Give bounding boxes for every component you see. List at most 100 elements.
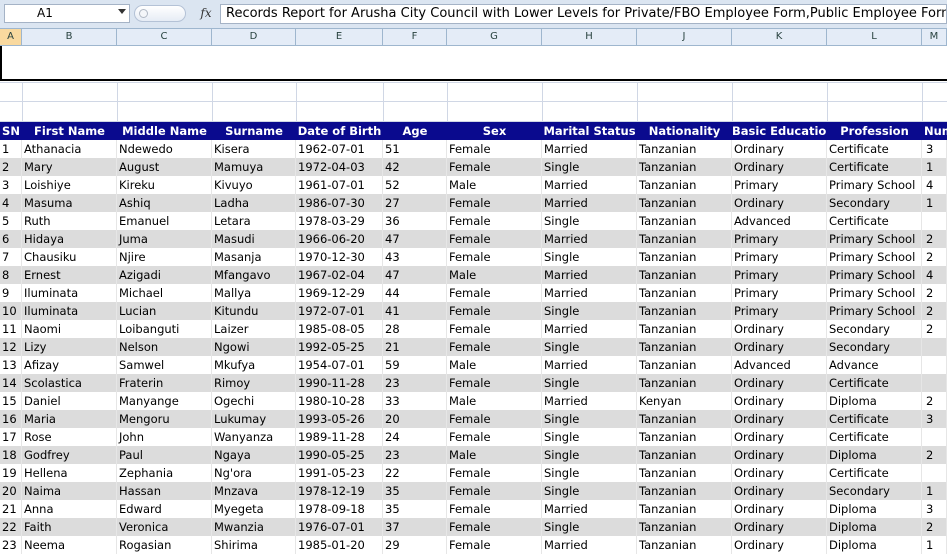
table-cell[interactable]: Lucian [117,302,212,320]
column-title[interactable]: Age [402,124,428,138]
table-cell[interactable]: 11 [0,320,22,338]
table-cell[interactable]: 1993-05-26 [296,410,383,428]
table-cell[interactable]: 41 [383,302,447,320]
table-cell[interactable]: 1 [922,536,947,554]
formula-input[interactable]: Records Report for Arusha City Council w… [220,4,947,24]
table-cell[interactable]: Secondary [827,338,922,356]
table-cell[interactable]: Secondary [827,194,922,212]
table-cell[interactable]: 2 [922,320,947,338]
table-cell[interactable]: Tanzanian [637,410,732,428]
table-cell[interactable]: Hidaya [22,230,117,248]
table-cell[interactable]: Tanzanian [637,428,732,446]
table-cell[interactable]: Primary School [827,284,922,302]
table-cell[interactable]: Female [447,284,542,302]
table-cell[interactable]: Single [542,518,637,536]
table-cell[interactable]: Diploma [827,392,922,410]
table-cell[interactable]: Maria [22,410,117,428]
table-cell[interactable]: 1986-07-30 [296,194,383,212]
table-cell[interactable]: Tanzanian [637,356,732,374]
table-cell[interactable]: Faith [22,518,117,536]
table-cell[interactable]: 4 [922,266,947,284]
table-cell[interactable]: 22 [0,518,22,536]
table-cell[interactable]: Mwanzia [212,518,296,536]
table-cell[interactable]: 3 [922,500,947,518]
table-cell[interactable]: Njire [117,248,212,266]
insert-function-icon[interactable]: fx [200,6,212,20]
table-cell[interactable]: Single [542,410,637,428]
table-cell[interactable]: Edward [117,500,212,518]
table-cell[interactable]: 1972-04-03 [296,158,383,176]
table-cell[interactable]: Shirima [212,536,296,554]
table-cell[interactable]: Married [542,284,637,302]
table-cell[interactable]: Married [542,194,637,212]
table-cell[interactable]: Letara [212,212,296,230]
table-cell[interactable]: Ogechi [212,392,296,410]
table-cell[interactable]: 1967-02-04 [296,266,383,284]
table-cell[interactable] [922,428,947,446]
table-cell[interactable]: Tanzanian [637,338,732,356]
chevron-down-icon[interactable] [118,9,126,14]
table-cell[interactable]: Married [542,176,637,194]
table-cell[interactable]: 1 [922,482,947,500]
table-cell[interactable]: Female [447,374,542,392]
column-header-j[interactable]: J [637,29,732,45]
table-cell[interactable]: 1962-07-01 [296,140,383,158]
column-title[interactable]: Num [924,124,947,138]
table-cell[interactable]: 8 [0,266,22,284]
column-header-e[interactable]: E [296,29,383,45]
table-cell[interactable]: 1980-10-28 [296,392,383,410]
table-cell[interactable]: Single [542,482,637,500]
column-title[interactable]: Date of Birth [297,124,382,138]
table-cell[interactable]: Female [447,428,542,446]
table-cell[interactable]: Certificate [827,410,922,428]
table-cell[interactable]: Female [447,410,542,428]
table-cell[interactable]: Advanced [732,212,827,230]
table-cell[interactable]: Married [542,500,637,518]
column-title[interactable]: Nationality [648,124,721,138]
table-cell[interactable]: Ladha [212,194,296,212]
table-cell[interactable]: Single [542,338,637,356]
table-cell[interactable]: Mamuya [212,158,296,176]
table-cell[interactable]: Ordinary [732,320,827,338]
table-cell[interactable]: Female [447,194,542,212]
table-cell[interactable]: Diploma [827,446,922,464]
table-cell[interactable]: 37 [383,518,447,536]
table-cell[interactable]: Ordinary [732,536,827,554]
table-cell[interactable]: Tanzanian [637,284,732,302]
table-cell[interactable]: 42 [383,158,447,176]
table-cell[interactable]: Female [447,140,542,158]
table-cell[interactable]: Ordinary [732,374,827,392]
table-cell[interactable]: Ordinary [732,518,827,536]
table-cell[interactable]: 3 [922,410,947,428]
table-cell[interactable]: 23 [383,374,447,392]
column-header-b[interactable]: B [22,29,117,45]
table-cell[interactable]: 1989-11-28 [296,428,383,446]
table-cell[interactable]: Secondary [827,482,922,500]
column-title[interactable]: Basic Education [732,124,827,138]
table-cell[interactable]: 6 [0,230,22,248]
table-cell[interactable]: Azigadi [117,266,212,284]
table-cell[interactable]: Male [447,446,542,464]
column-title[interactable]: Sex [482,124,507,138]
table-cell[interactable]: Godfrey [22,446,117,464]
table-cell[interactable] [922,356,947,374]
table-cell[interactable]: 16 [0,410,22,428]
table-cell[interactable]: 2 [922,302,947,320]
column-header-c[interactable]: C [117,29,212,45]
table-cell[interactable]: 7 [0,248,22,266]
table-cell[interactable]: 52 [383,176,447,194]
table-cell[interactable]: Tanzanian [637,212,732,230]
table-cell[interactable]: Mnzava [212,482,296,500]
table-cell[interactable]: Lizy [22,338,117,356]
table-cell[interactable]: 2 [922,518,947,536]
table-cell[interactable]: Female [447,518,542,536]
table-cell[interactable]: Tanzanian [637,176,732,194]
table-cell[interactable]: Loibanguti [117,320,212,338]
table-cell[interactable]: Single [542,464,637,482]
table-cell[interactable]: Rimoy [212,374,296,392]
table-cell[interactable] [922,338,947,356]
table-cell[interactable]: 2 [922,446,947,464]
table-cell[interactable]: Kenyan [637,392,732,410]
table-cell[interactable]: Tanzanian [637,194,732,212]
table-cell[interactable]: Married [542,230,637,248]
